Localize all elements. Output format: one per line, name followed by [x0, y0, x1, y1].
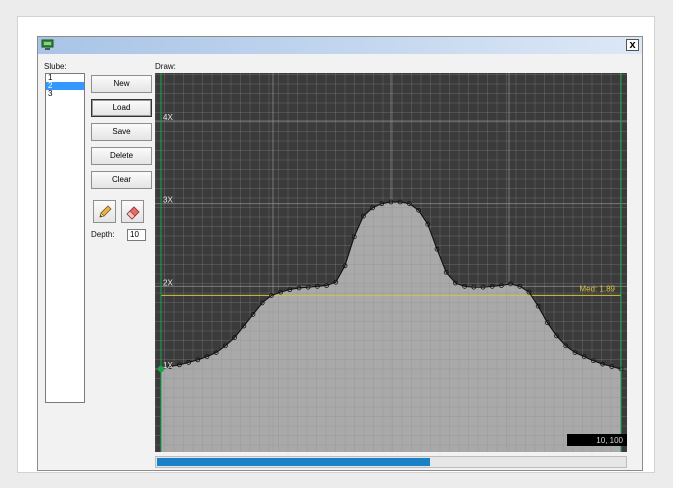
app-window: x Slube: 1 2 3 New Load Save Delete Clea…	[37, 36, 643, 471]
profile-point[interactable]	[167, 364, 173, 369]
depth-label: Depth:	[91, 230, 115, 239]
profile-point[interactable]	[544, 320, 550, 326]
profile-point[interactable]	[498, 283, 504, 288]
level-label-4x: 4X	[163, 113, 173, 122]
close-icon: x	[629, 39, 636, 51]
profile-point[interactable]	[443, 269, 449, 275]
depth-input[interactable]: 10	[127, 229, 146, 241]
profile-point[interactable]	[195, 357, 201, 363]
profile-area-fill	[161, 202, 621, 452]
draw-canvas[interactable]: Med: 1.89 4X 3X 2X 1X 10, 100	[155, 73, 627, 452]
eraser-tool-button[interactable]	[121, 200, 144, 223]
profile-point[interactable]	[590, 358, 596, 364]
slice-item-1[interactable]: 1	[48, 73, 53, 82]
profile-point[interactable]	[563, 343, 569, 349]
profile-point[interactable]	[581, 354, 587, 360]
profile-point[interactable]	[333, 279, 339, 285]
load-button[interactable]: Load	[91, 99, 152, 117]
profile-point[interactable]	[397, 199, 403, 205]
profile-point[interactable]	[351, 234, 357, 240]
slice-item-3[interactable]: 3	[48, 89, 53, 98]
profile-point[interactable]	[480, 284, 486, 290]
profile-point[interactable]	[425, 221, 431, 227]
profile-chart[interactable]: Med: 1.89 4X 3X 2X 1X 10, 100	[155, 73, 627, 452]
level-label-1x: 1X	[163, 361, 173, 370]
draw-label: Draw:	[155, 62, 176, 71]
app-icon	[41, 39, 54, 50]
chart-grid-overlay	[155, 73, 627, 452]
profile-point[interactable]	[176, 362, 182, 368]
save-button[interactable]: Save	[91, 123, 152, 141]
profile-point[interactable]	[232, 335, 237, 340]
profile-point[interactable]	[305, 284, 311, 290]
profile-point[interactable]	[554, 333, 560, 339]
level-label-2x: 2X	[163, 278, 173, 287]
profile-point[interactable]	[508, 281, 514, 287]
slices-label: Slube:	[44, 62, 67, 71]
slice-item-2[interactable]: 2	[46, 82, 84, 90]
profile-point[interactable]	[241, 323, 247, 329]
profile-point[interactable]	[462, 283, 468, 289]
level-label-3x: 3X	[163, 196, 173, 205]
eraser-icon	[126, 206, 140, 220]
profile-point[interactable]	[360, 213, 366, 219]
profile-point[interactable]	[250, 312, 256, 317]
profile-point[interactable]	[489, 283, 495, 289]
profile-point[interactable]	[287, 287, 293, 293]
profile-point[interactable]	[314, 283, 320, 289]
median-label: Med: 1.89	[579, 284, 615, 293]
pencil-icon	[99, 205, 112, 218]
clear-button[interactable]: Clear	[91, 171, 152, 189]
profile-point[interactable]	[269, 293, 274, 298]
profile-point[interactable]	[609, 364, 615, 369]
title-bar[interactable]: x	[38, 37, 642, 54]
profile-point[interactable]	[535, 303, 541, 309]
profile-point[interactable]	[526, 289, 532, 295]
profile-point[interactable]	[259, 300, 265, 306]
profile-point[interactable]	[572, 350, 578, 355]
pencil-tool-button[interactable]	[93, 200, 116, 223]
profile-point[interactable]	[471, 284, 477, 290]
profile-point[interactable]	[434, 246, 440, 252]
profile-point[interactable]	[600, 361, 606, 367]
profile-point[interactable]	[416, 207, 422, 213]
close-button[interactable]: x	[626, 39, 639, 51]
profile-curve	[160, 201, 622, 370]
profile-point[interactable]	[452, 280, 458, 286]
level-labels: 4X 3X 2X 1X	[163, 113, 173, 370]
profile-point[interactable]	[223, 343, 228, 349]
delete-button[interactable]: Delete	[91, 147, 152, 165]
progress-bar	[155, 456, 627, 468]
profile-point[interactable]	[278, 289, 283, 295]
profile-point[interactable]	[342, 263, 348, 269]
coordinate-readout-box	[567, 434, 627, 446]
profile-point[interactable]	[370, 205, 376, 211]
coordinate-readout: 10, 100	[596, 436, 623, 445]
profile-point[interactable]	[379, 201, 385, 207]
profile-point[interactable]	[388, 199, 394, 205]
slice-list[interactable]: 1 2 3	[45, 73, 85, 403]
new-button[interactable]: New	[91, 75, 152, 93]
profile-point[interactable]	[406, 201, 412, 207]
profile-point[interactable]	[324, 283, 330, 288]
profile-point[interactable]	[204, 354, 210, 360]
profile-point[interactable]	[213, 350, 219, 355]
progress-fill	[157, 458, 430, 466]
profile-point[interactable]	[296, 285, 302, 291]
profile-point[interactable]	[186, 359, 191, 365]
profile-point[interactable]	[517, 283, 523, 289]
